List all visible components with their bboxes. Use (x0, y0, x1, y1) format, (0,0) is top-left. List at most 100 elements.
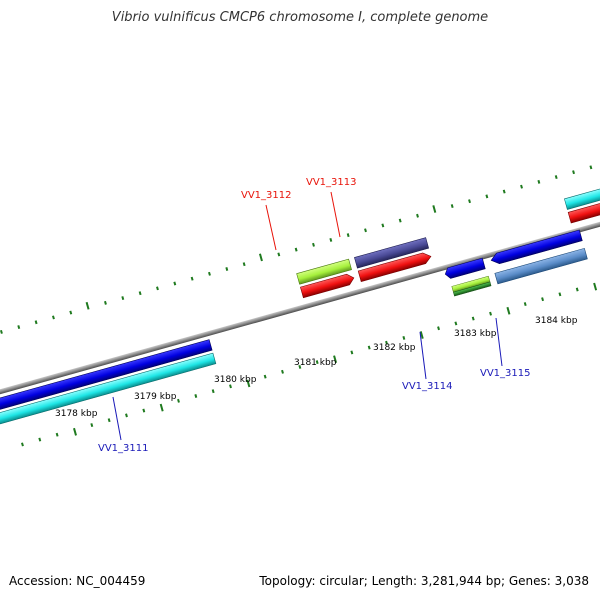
gene-label-vv1-3112[interactable]: VV1_3112 (241, 190, 292, 201)
tick-mark (489, 311, 492, 316)
cds-purple-3113[interactable] (354, 237, 430, 269)
cds-red-right[interactable] (567, 188, 600, 224)
tick-mark (0, 329, 3, 334)
tick-mark (52, 315, 55, 320)
tick-mark (589, 165, 593, 170)
tick-label-3184: 3184 kbp (535, 316, 578, 326)
cds-cyan-left[interactable] (0, 352, 217, 438)
tick-mark (520, 184, 523, 189)
tick-mark (350, 350, 354, 355)
cds-green-3114[interactable] (453, 281, 492, 297)
tick-mark (485, 194, 489, 199)
gene-labels: VV1_3112 VV1_3113 VV1_3114 VV1_3115 VV1_… (98, 177, 531, 454)
cds-red-3112[interactable] (300, 273, 355, 299)
tick-mark (523, 302, 527, 306)
tick-mark (90, 423, 94, 428)
cds-blue-3114[interactable] (444, 257, 486, 279)
tick-mark (277, 252, 281, 257)
tick-mark (138, 291, 142, 296)
chromosome-backbone (0, 206, 600, 410)
tick-mark (194, 394, 198, 398)
tick-mark (73, 427, 77, 436)
lower-tick-row (21, 282, 598, 447)
tick-mark (38, 437, 42, 442)
tick-mark (294, 247, 298, 252)
map-title: Vibrio vulnificus CMCP6 chromosome I, co… (111, 10, 489, 25)
cds-blue-left[interactable] (0, 339, 213, 425)
tick-mark (381, 223, 385, 228)
tick-mark (454, 321, 458, 326)
tick-mark (315, 360, 319, 365)
tick-mark (211, 389, 215, 394)
tick-mark (258, 253, 263, 262)
map-band (0, 165, 600, 447)
cds-lime-3112[interactable] (296, 258, 352, 285)
tick-mark (437, 326, 440, 331)
tick-mark (402, 335, 406, 340)
tick-label-3181: 3181 kbp (294, 358, 337, 368)
tick-mark (471, 316, 475, 321)
tick-mark (21, 442, 24, 447)
tick-mark (69, 310, 73, 315)
tick-mark (242, 262, 246, 267)
tick-mark (312, 242, 315, 247)
gene-label-leaders (112, 191, 503, 441)
accession-text: Accession: NC_004459 (9, 574, 146, 588)
tick-mark (575, 287, 579, 292)
gene-label-vv1-3113[interactable]: VV1_3113 (306, 177, 357, 188)
leader-line-3113 (330, 191, 341, 238)
tick-mark (502, 189, 506, 194)
tick-mark (173, 281, 177, 286)
tick-mark (104, 300, 107, 305)
tick-mark (593, 282, 598, 291)
tick-mark (225, 267, 229, 271)
tick-mark (537, 179, 541, 184)
leader-line-3114 (419, 331, 427, 380)
tick-label-3182: 3182 kbp (373, 343, 416, 353)
tick-mark (263, 374, 267, 379)
cds-steel-3115[interactable] (494, 247, 588, 285)
tick-mark (419, 331, 424, 339)
gene-label-vv1-3114[interactable]: VV1_3114 (402, 381, 453, 392)
gene-label-vv1-3115[interactable]: VV1_3115 (480, 368, 531, 379)
tick-mark (558, 292, 562, 297)
tick-mark (85, 301, 90, 310)
tick-mark (416, 213, 419, 218)
cds-red-3113[interactable] (357, 251, 432, 282)
tick-label-3179: 3179 kbp (134, 392, 177, 402)
tick-mark (208, 271, 211, 276)
tick-mark (364, 228, 367, 233)
tick-label-3180: 3180 kbp (214, 375, 257, 385)
gene-label-vv1-3111[interactable]: VV1_3111 (98, 443, 149, 454)
tick-mark (506, 306, 511, 315)
tick-mark (156, 286, 159, 291)
tick-mark (107, 418, 111, 423)
tick-mark (159, 403, 164, 412)
tick-mark (554, 175, 558, 179)
tick-mark (142, 408, 146, 413)
gene-features (0, 174, 600, 438)
tick-mark (468, 199, 471, 204)
tick-mark (329, 237, 333, 242)
tick-mark (572, 170, 575, 175)
tick-mark (246, 379, 251, 388)
tick-mark (385, 340, 388, 345)
tick-mark (281, 369, 284, 374)
tick-mark (541, 297, 545, 302)
tick-mark (17, 325, 21, 330)
scale-labels: 3178 kbp 3179 kbp 3180 kbp 3181 kbp 3182… (55, 316, 578, 419)
tick-mark (333, 355, 338, 364)
leader-line-3111 (112, 396, 122, 441)
tick-mark (398, 218, 402, 223)
genome-summary-text: Topology: circular; Length: 3,281,944 bp… (259, 574, 589, 588)
leader-line-3115 (495, 317, 503, 367)
tick-mark (55, 432, 59, 437)
cds-blue-3115[interactable] (490, 229, 583, 266)
tick-mark (125, 413, 128, 418)
tick-mark (450, 204, 454, 209)
tick-mark (229, 384, 232, 389)
tick-mark (34, 320, 38, 325)
cds-cyan-right[interactable] (564, 174, 600, 210)
